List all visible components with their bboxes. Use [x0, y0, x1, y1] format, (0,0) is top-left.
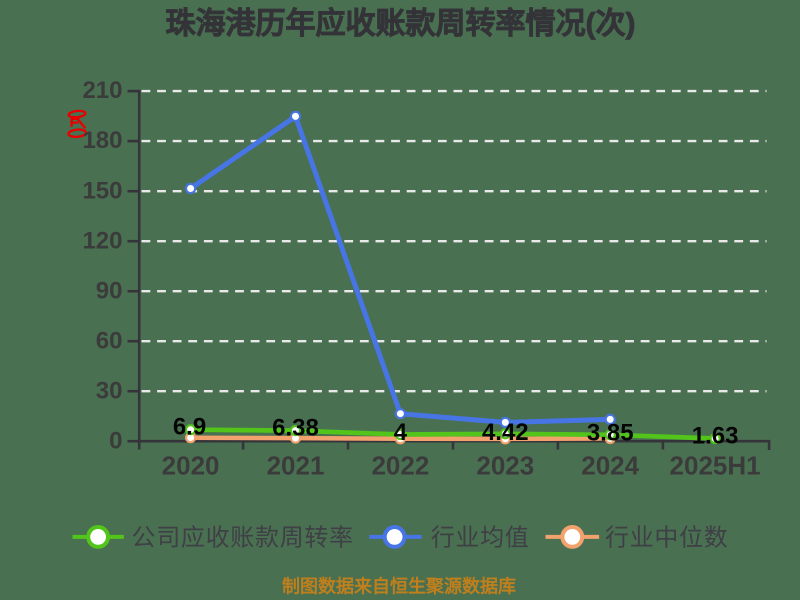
- svg-text:公司应收账款周转率: 公司应收账款周转率: [132, 525, 354, 552]
- svg-text:1.63: 1.63: [692, 422, 739, 449]
- svg-text:2021: 2021: [267, 450, 325, 480]
- svg-text:制图数据来自恒生聚源数据库: 制图数据来自恒生聚源数据库: [282, 576, 516, 597]
- svg-text:60: 60: [96, 327, 123, 354]
- svg-text:行业中位数: 行业中位数: [605, 525, 729, 552]
- svg-text:180: 180: [82, 127, 122, 154]
- svg-text:2020: 2020: [162, 450, 220, 480]
- svg-text:30: 30: [96, 377, 123, 404]
- svg-text:2024: 2024: [581, 450, 639, 480]
- svg-text:210: 210: [82, 77, 122, 104]
- svg-text:4: 4: [394, 419, 408, 446]
- svg-text:90: 90: [96, 277, 123, 304]
- svg-text:0: 0: [109, 427, 122, 454]
- svg-text:120: 120: [82, 227, 122, 254]
- svg-text:2025H1: 2025H1: [670, 450, 761, 480]
- svg-text:150: 150: [82, 177, 122, 204]
- svg-text:2023: 2023: [476, 450, 534, 480]
- svg-text:行业均值: 行业均值: [431, 525, 530, 552]
- svg-text:6.38: 6.38: [272, 414, 319, 441]
- svg-text:3.85: 3.85: [587, 420, 634, 447]
- svg-text:珠海港历年应收账款周转率情况(次): 珠海港历年应收账款周转率情况(次): [166, 7, 636, 41]
- svg-text:6.9: 6.9: [173, 413, 206, 440]
- svg-text:4.42: 4.42: [482, 419, 529, 446]
- svg-text:2022: 2022: [371, 450, 429, 480]
